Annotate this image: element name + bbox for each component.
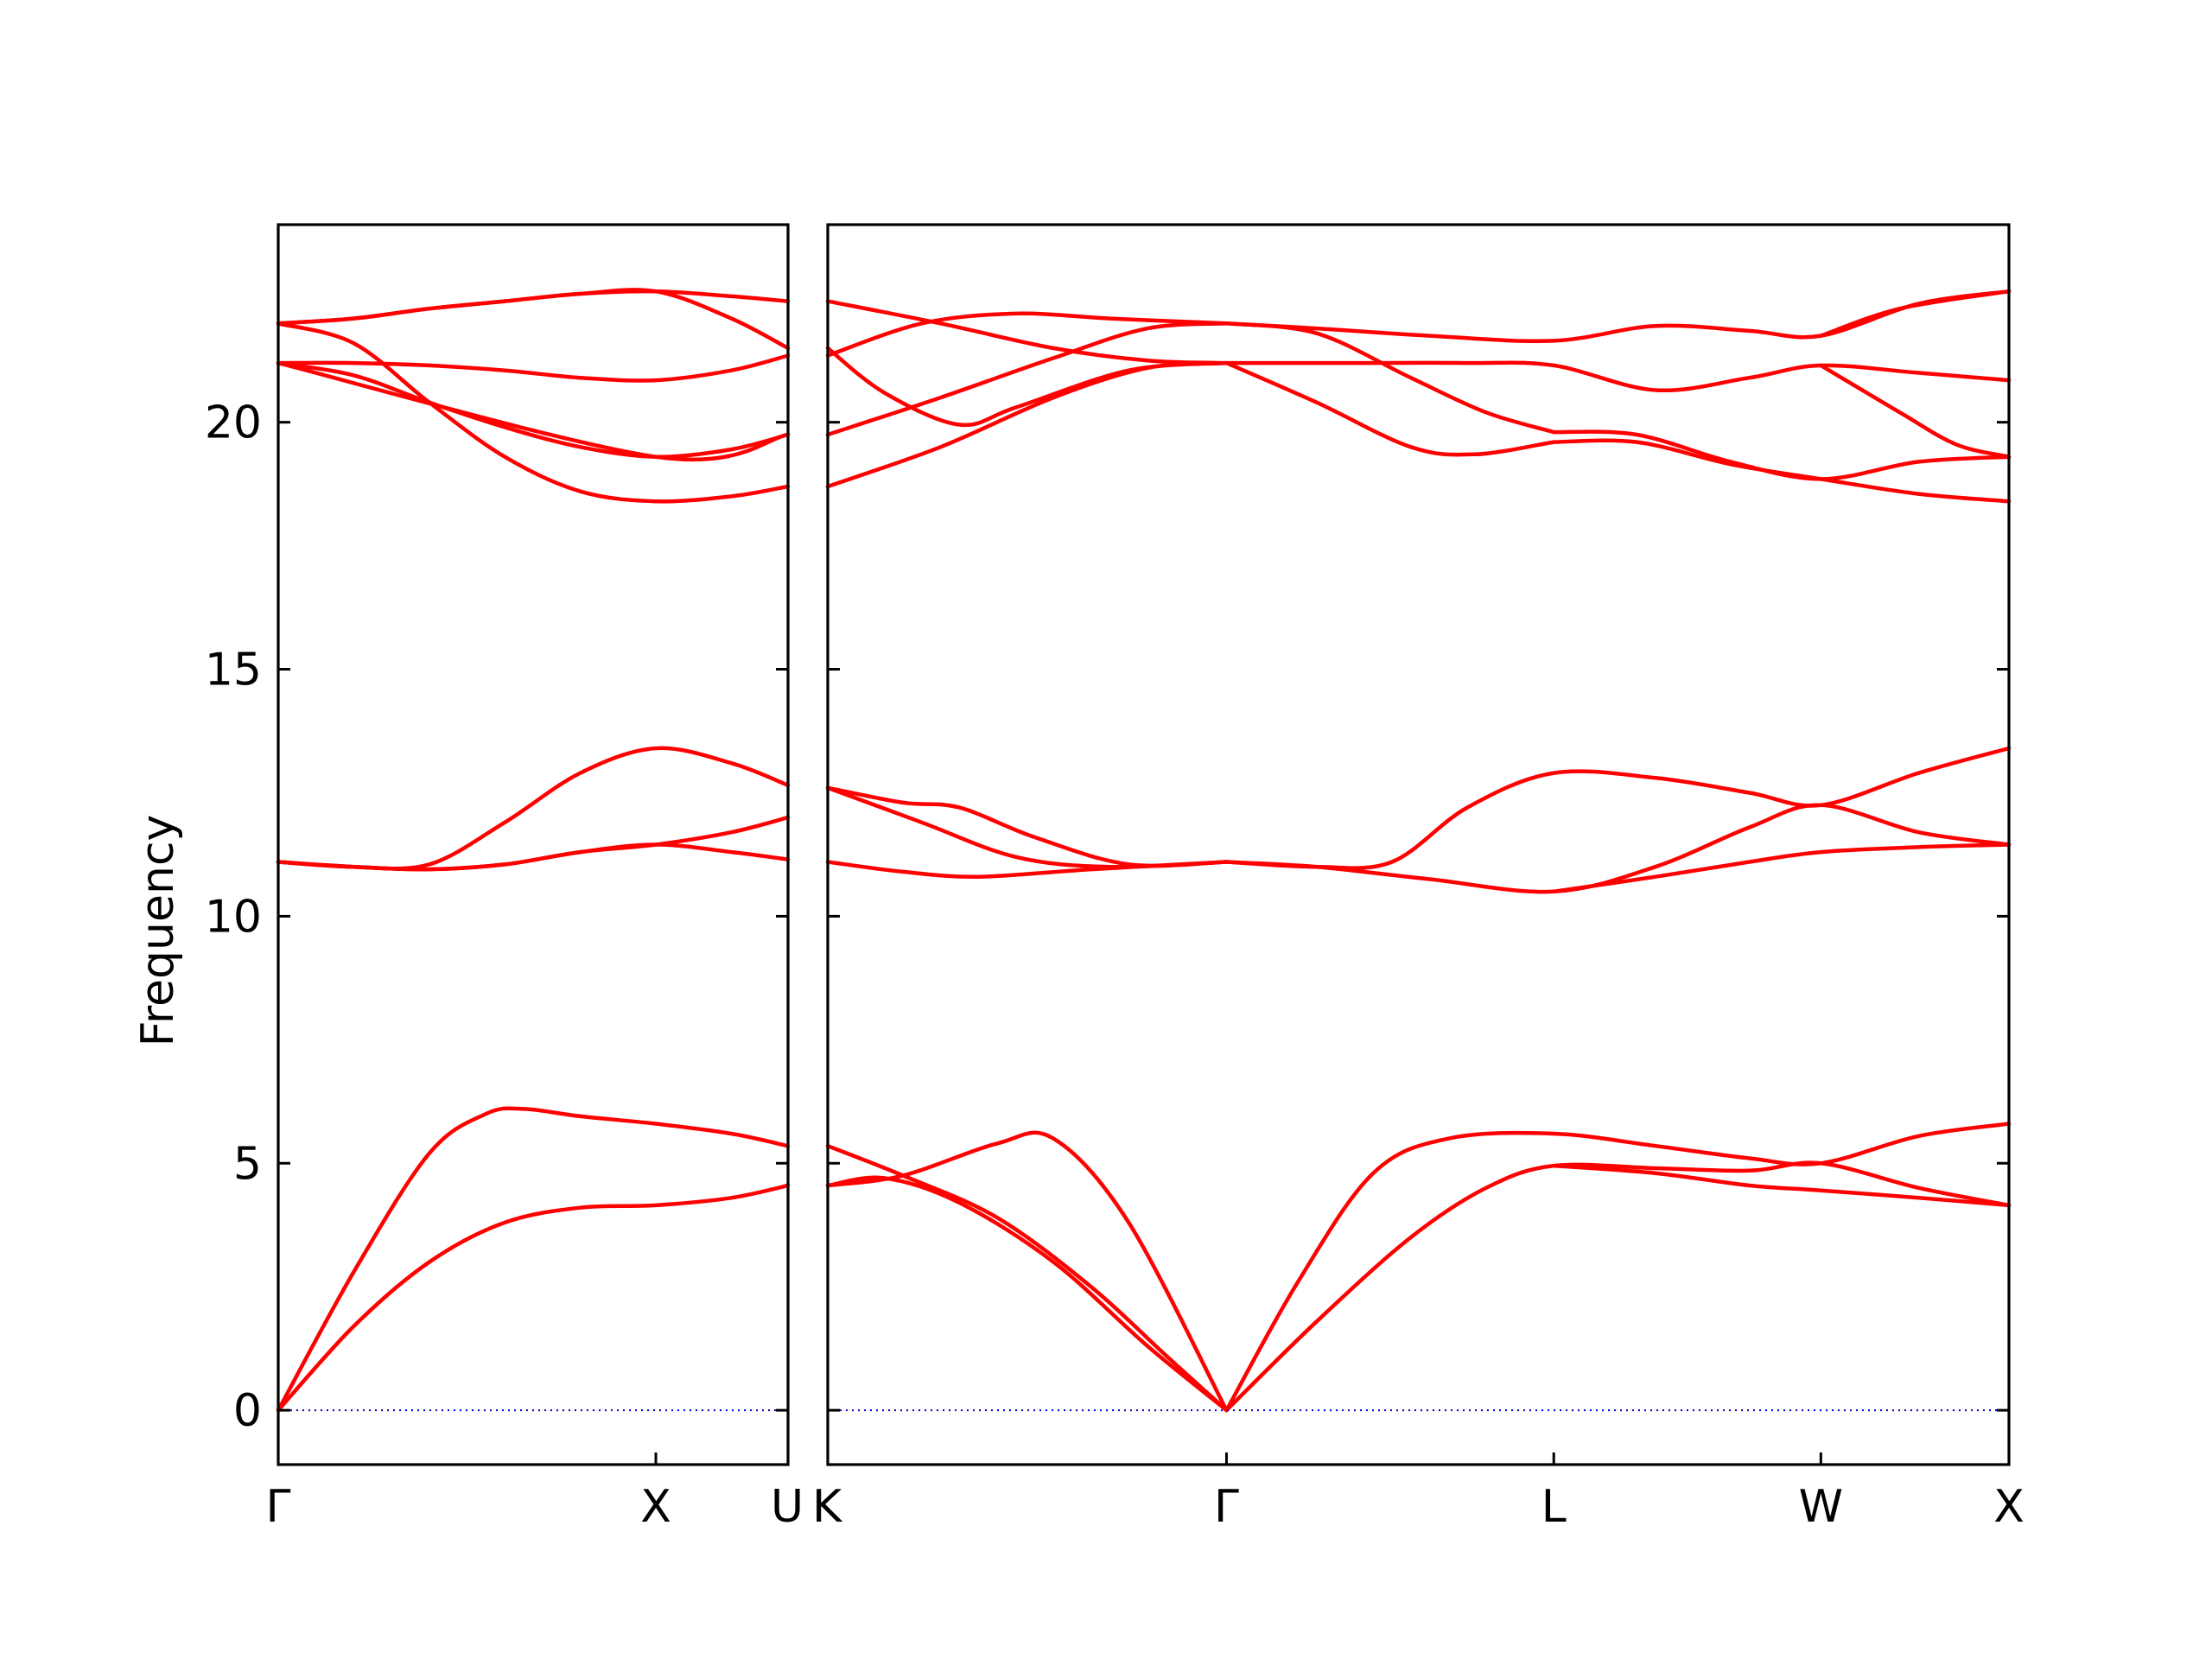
x-tick-label: X <box>1993 1481 2024 1533</box>
band-line <box>1224 1122 2012 1413</box>
band-line <box>1224 746 2012 870</box>
band-line <box>825 360 1229 489</box>
band-line <box>276 321 791 504</box>
band-line <box>825 311 1229 358</box>
band-line <box>276 360 791 462</box>
y-tick-label: 20 <box>205 397 262 449</box>
band-line <box>825 346 1229 428</box>
band-line <box>825 1175 1229 1413</box>
band-line <box>276 360 791 459</box>
band-line <box>825 1130 1229 1413</box>
x-tick-label: L <box>1541 1481 1567 1533</box>
y-axis-label: Frequency <box>132 815 184 1047</box>
band-line <box>825 299 1229 365</box>
band-series-group <box>276 288 791 1413</box>
band-line <box>825 321 1229 437</box>
y-tick-label: 0 <box>233 1385 262 1437</box>
band-line <box>1224 803 2012 894</box>
band-line <box>276 353 791 383</box>
band-line <box>1551 842 2012 894</box>
band-line <box>825 860 1229 879</box>
band-line <box>276 288 791 351</box>
band-line <box>1551 1163 2012 1208</box>
band-line <box>1224 360 2012 393</box>
band-line <box>1224 1160 2012 1413</box>
axis-frame <box>826 223 2011 1466</box>
x-tick-label: Γ <box>1214 1481 1239 1533</box>
axis-frame <box>276 223 790 1466</box>
x-tick-label: Γ <box>266 1481 291 1533</box>
y-tick-label: 10 <box>205 891 262 943</box>
y-tick-label: 5 <box>233 1138 262 1190</box>
x-tick-label: X <box>640 1481 671 1533</box>
band-line <box>825 785 1229 868</box>
band-line <box>1819 289 2012 338</box>
band-line <box>1224 360 1556 457</box>
x-tick-label: U <box>771 1481 804 1533</box>
band-line <box>1224 321 1556 435</box>
band-line <box>276 1183 791 1413</box>
x-tick-label: K <box>812 1481 843 1533</box>
band-line <box>825 1143 1229 1413</box>
band-line <box>1551 438 2012 504</box>
band-line <box>1819 363 2012 459</box>
x-tick-label: W <box>1799 1481 1843 1533</box>
y-tick-label: 15 <box>205 645 262 696</box>
band-series-group <box>825 289 2012 1413</box>
y-tick-labels: 0 5 10 15 20 <box>205 397 262 1437</box>
band-line <box>276 1106 791 1413</box>
band-line <box>276 815 791 872</box>
band-line <box>1224 289 2012 344</box>
